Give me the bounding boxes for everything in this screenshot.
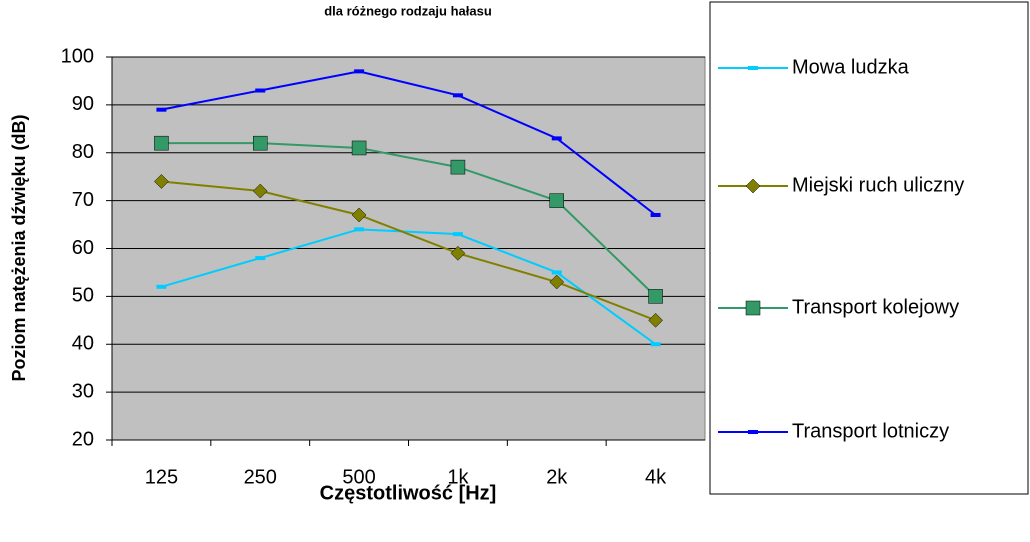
x-tick-label: 250 bbox=[244, 466, 277, 488]
y-axis-label: Poziom natężenia dźwięku (dB) bbox=[9, 114, 29, 381]
series-line bbox=[161, 70, 657, 216]
y-tick-label: 30 bbox=[72, 380, 94, 402]
legend-marker bbox=[745, 178, 761, 194]
point-marker bbox=[354, 227, 365, 232]
point-marker bbox=[650, 342, 661, 347]
x-axis-label: Częstotliwość [Hz] bbox=[320, 482, 497, 504]
point-marker bbox=[450, 159, 466, 175]
point-marker bbox=[252, 183, 268, 199]
legend-label: Miejski ruch uliczny bbox=[792, 174, 964, 196]
point-marker bbox=[351, 140, 367, 156]
legend-box bbox=[709, 1, 1029, 495]
point-marker bbox=[255, 88, 266, 93]
legend-marker bbox=[745, 300, 761, 316]
point-marker bbox=[154, 174, 169, 189]
y-tick-label: 100 bbox=[61, 45, 94, 67]
x-tick-label: 1k bbox=[447, 466, 469, 488]
point-marker bbox=[549, 274, 565, 290]
series-line bbox=[161, 228, 657, 346]
point-marker bbox=[154, 135, 169, 151]
y-tick-label: 80 bbox=[72, 141, 94, 163]
point-marker bbox=[351, 207, 367, 223]
point-marker bbox=[452, 93, 463, 98]
legend-label: Mowa ludzka bbox=[792, 56, 910, 78]
point-marker bbox=[551, 136, 562, 141]
y-tick-label: 60 bbox=[72, 237, 94, 259]
x-tick-label: 2k bbox=[546, 466, 568, 488]
point-marker bbox=[156, 107, 167, 112]
point-marker bbox=[549, 193, 564, 208]
point-marker bbox=[354, 69, 365, 74]
point-marker bbox=[450, 245, 466, 261]
legend-label: Transport kolejowy bbox=[792, 296, 959, 318]
y-tick-label: 70 bbox=[72, 189, 94, 211]
point-marker bbox=[648, 289, 663, 304]
series-line bbox=[161, 142, 657, 298]
point-marker bbox=[551, 270, 562, 275]
legend-label: Transport lotniczy bbox=[792, 420, 949, 442]
y-tick-label: 90 bbox=[72, 93, 94, 115]
point-marker bbox=[156, 284, 167, 289]
point-marker bbox=[452, 232, 463, 237]
point-marker bbox=[255, 256, 266, 261]
point-marker bbox=[253, 135, 268, 151]
x-tick-label: 125 bbox=[145, 466, 178, 488]
y-tick-label: 50 bbox=[72, 285, 94, 307]
y-tick-label: 40 bbox=[72, 333, 94, 355]
legend-marker bbox=[748, 66, 758, 70]
x-tick-label: 500 bbox=[342, 466, 375, 488]
series-line bbox=[161, 180, 656, 322]
y-tick-label: 20 bbox=[72, 428, 94, 450]
point-marker bbox=[650, 212, 661, 217]
legend-marker bbox=[748, 430, 758, 434]
chart-title: dla różnego rodzaju hałasu bbox=[324, 3, 492, 18]
point-marker bbox=[648, 312, 663, 328]
x-tick-label: 4k bbox=[645, 466, 667, 488]
